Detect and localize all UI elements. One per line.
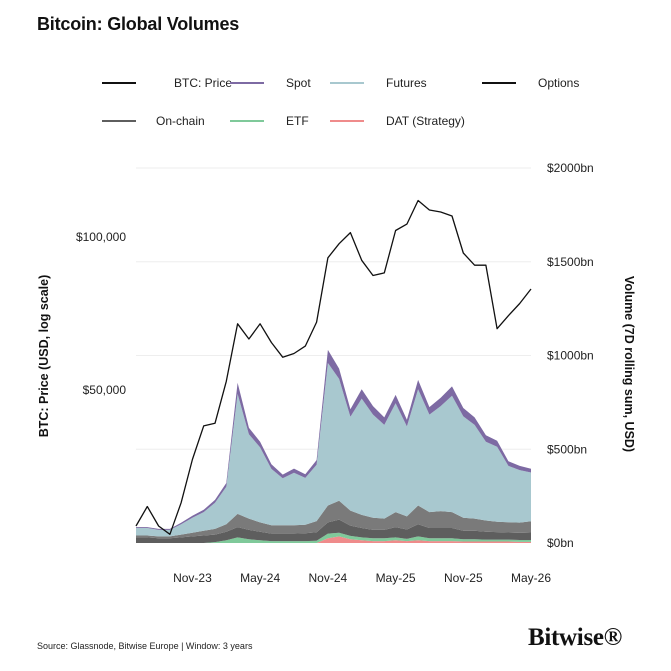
legend-item-dat: DAT (Strategy) <box>330 114 465 128</box>
area-futures <box>136 363 531 537</box>
price-line <box>135 199 532 535</box>
legend-label-options: Options <box>538 76 580 90</box>
legend-label-onchain: On-chain <box>156 114 205 128</box>
legend-item-price: BTC: Price <box>102 76 232 90</box>
legend-label-dat: DAT (Strategy) <box>386 114 465 128</box>
x-tick-label-1: May-24 <box>240 571 280 585</box>
x-tick-label-3: May-25 <box>376 571 416 585</box>
area-options <box>136 500 531 539</box>
left-tick-label-0: $50,000 <box>83 383 127 397</box>
chart-title: Bitcoin: Global Volumes <box>37 14 240 34</box>
legend-label-spot: Spot <box>286 76 311 90</box>
area-on-chain <box>136 519 531 543</box>
x-tick-label-5: May-26 <box>511 571 551 585</box>
legend-item-etf: ETF <box>230 114 309 128</box>
legend-item-futures: Futures <box>330 76 427 90</box>
legend-swatch-spot <box>230 82 264 84</box>
x-tick-label-0: Nov-23 <box>173 571 212 585</box>
legend-label-futures: Futures <box>386 76 427 90</box>
right-tick-label-0: $0bn <box>547 536 574 550</box>
left-tick-label-1: $100,000 <box>76 230 126 244</box>
legend-item-onchain: On-chain <box>102 114 205 128</box>
source-note: Source: Glassnode, Bitwise Europe | Wind… <box>37 641 253 651</box>
bitwise-logo: Bitwise® <box>528 624 623 651</box>
legend-label-etf: ETF <box>286 114 309 128</box>
legend-item-options: Options <box>482 76 579 90</box>
legend-item-spot: Spot <box>230 76 311 90</box>
left-axis-title: BTC: Price (USD, log scale) <box>37 275 51 438</box>
legend-swatch-dat <box>330 120 364 122</box>
area-etf <box>136 532 531 543</box>
volume-area-layer <box>136 349 531 543</box>
legend-swatch-price <box>102 82 136 84</box>
legend-swatch-options <box>482 82 516 84</box>
area-dat-strategy <box>136 536 531 543</box>
x-tick-label-4: Nov-25 <box>444 571 483 585</box>
right-axis-title: Volume (7D rolling sum, USD) <box>622 276 636 452</box>
legend-swatch-etf <box>230 120 264 122</box>
right-tick-label-2: $1000bn <box>547 349 594 363</box>
legend-swatch-onchain <box>102 120 136 122</box>
right-tick-label-3: $1500bn <box>547 255 594 269</box>
chart-legend: BTC: Price Spot Futures Options On-chain… <box>0 0 671 140</box>
x-tick-label-2: Nov-24 <box>309 571 348 585</box>
right-tick-label-4: $2000bn <box>547 161 594 175</box>
price-line-layer <box>135 199 532 535</box>
legend-label-price: BTC: Price <box>174 76 233 90</box>
axis-layer: $0bn $500bn $1000bn $1500bn $2000bn $50,000 $1… <box>37 161 636 585</box>
legend-swatch-futures <box>330 82 364 84</box>
right-tick-label-1: $500bn <box>547 442 587 456</box>
